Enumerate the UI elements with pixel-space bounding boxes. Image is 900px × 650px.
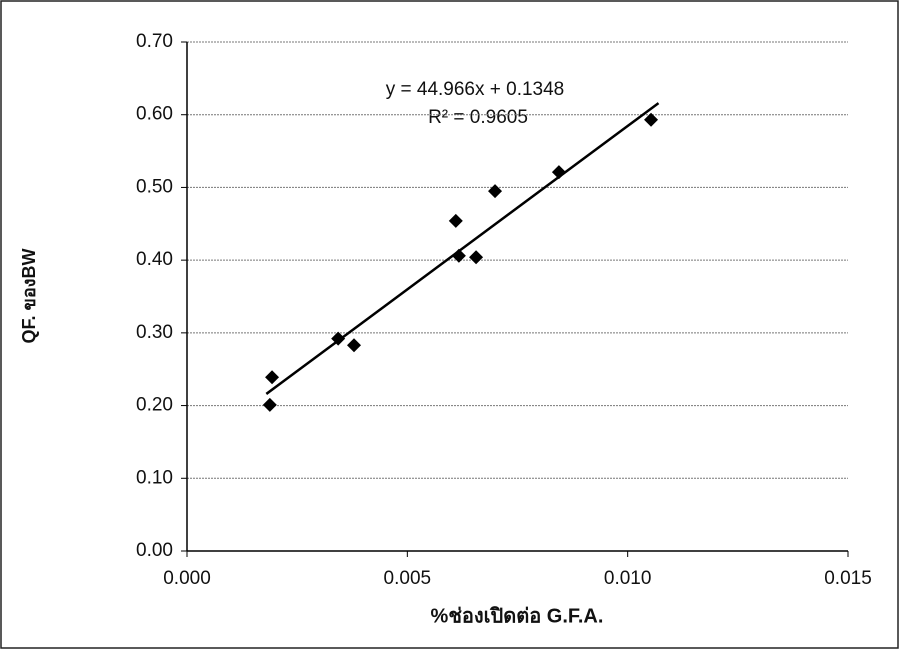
y-axis-label: QF. ของBW — [19, 249, 39, 344]
x-tick-label: 0.000 — [163, 568, 211, 589]
x-tick-label: 0.005 — [384, 568, 432, 589]
point — [331, 331, 346, 346]
point — [551, 165, 566, 180]
y-tick-label: 0.00 — [136, 540, 173, 561]
point — [347, 338, 362, 353]
point — [448, 213, 463, 228]
x-axis-label: %ช่องเปิดต่อ G.F.A. — [431, 605, 604, 627]
y-tick-label: 0.30 — [136, 322, 173, 343]
y-tick-label: 0.60 — [136, 104, 173, 125]
y-tick-label: 0.10 — [136, 467, 173, 488]
x-tick-label: 0.010 — [604, 568, 652, 589]
y-tick-label: 0.70 — [136, 31, 173, 52]
point — [469, 250, 484, 265]
y-tick-label: 0.40 — [136, 249, 173, 270]
y-tick-label: 0.20 — [136, 395, 173, 416]
point — [488, 184, 503, 199]
point — [644, 112, 659, 127]
point — [262, 397, 277, 412]
trendline — [265, 102, 660, 395]
equation: y = 44.966x + 0.1348 — [386, 79, 565, 100]
x-tick-label: 0.015 — [824, 568, 872, 589]
point — [451, 248, 466, 263]
r-squared: R² = 0.9605 — [428, 107, 528, 128]
y-tick-label: 0.50 — [136, 176, 173, 197]
point — [265, 370, 280, 385]
